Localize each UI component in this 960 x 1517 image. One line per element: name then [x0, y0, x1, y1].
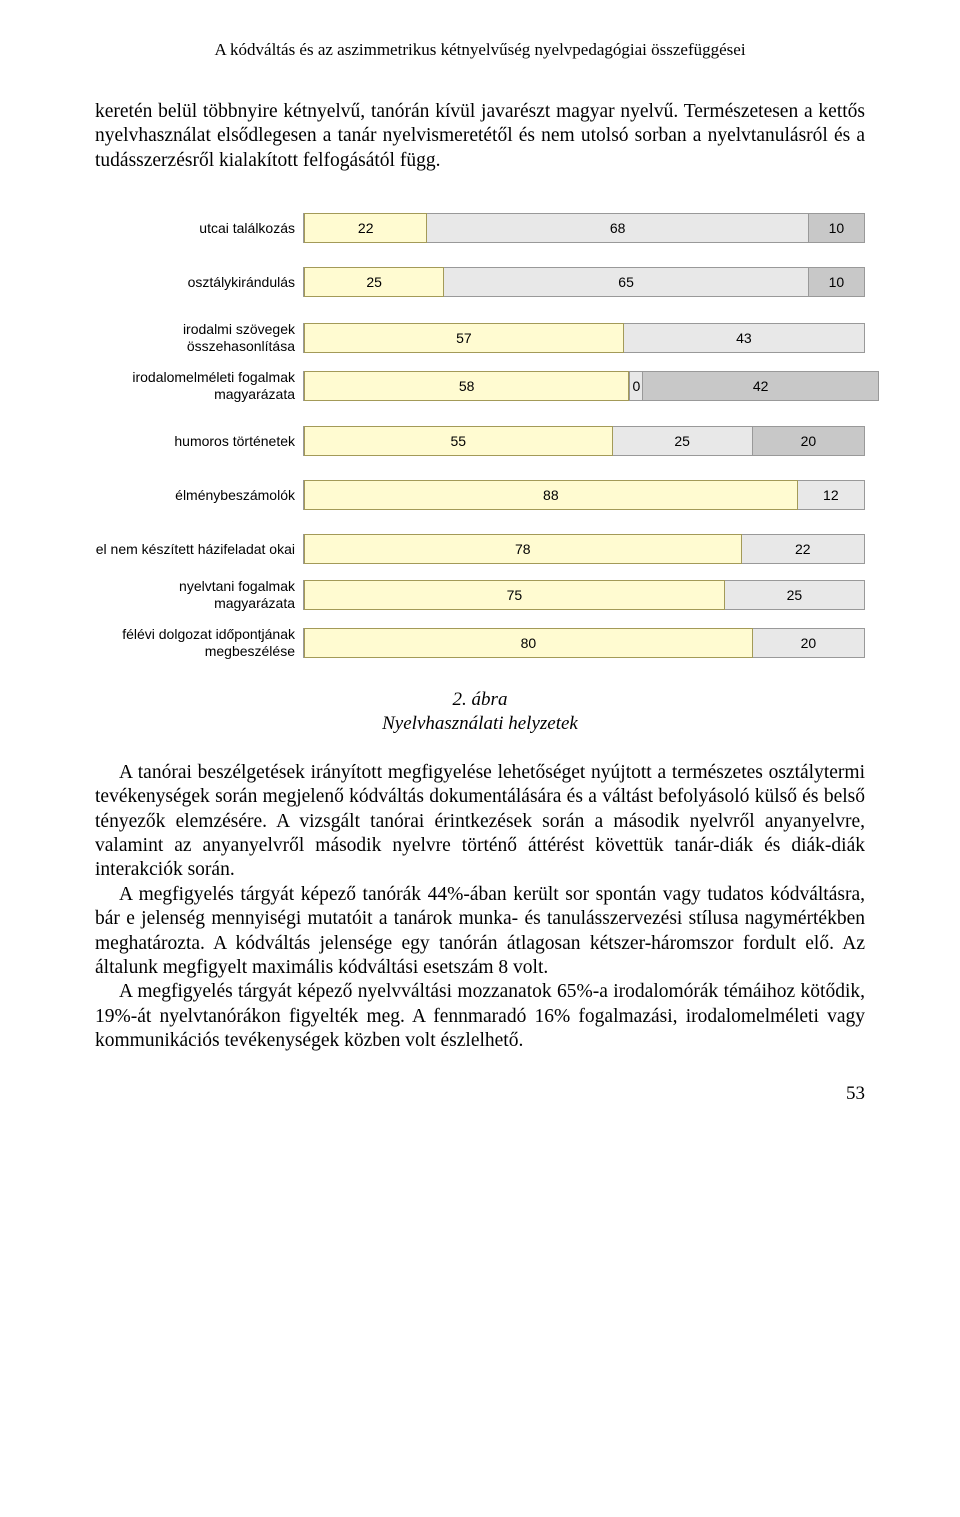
chart-bar-segment: 25 [304, 267, 444, 297]
chart-bar-segment: 88 [304, 480, 798, 510]
chart-bar-segment: 68 [427, 213, 808, 243]
chart-row-gap [95, 470, 865, 480]
chart-bar-segment: 10 [809, 267, 865, 297]
chart-bar: 552520 [303, 426, 865, 456]
chart-bar-segment: 65 [444, 267, 809, 297]
figure-number: 2. ábra [453, 689, 508, 710]
chart-row-label: élménybeszámolók [95, 487, 303, 504]
chart-bar-segment: 25 [613, 426, 753, 456]
chart-bar-segment: 20 [753, 426, 865, 456]
lead-paragraph-block: keretén belül többnyire kétnyelvű, tanór… [95, 100, 865, 173]
chart-bar-segment: 10 [809, 213, 865, 243]
chart-bar-segment: 43 [624, 323, 865, 353]
chart-row: félévi dolgozat időpontjának megbeszélés… [95, 626, 865, 660]
chart-bar: 256510 [303, 267, 865, 297]
chart-bar: 8020 [303, 628, 865, 658]
chart-bar-segment: 58 [304, 371, 629, 401]
paragraph: A megfigyelés tárgyát képező tanórák 44%… [95, 883, 865, 981]
chart-bar-segment: 55 [304, 426, 613, 456]
chart-row-label: irodalmi szövegek összehasonlítása [95, 321, 303, 355]
paragraph: A tanórai beszélgetések irányított megfi… [95, 761, 865, 883]
page: A kódváltás és az aszimmetrikus kétnyelv… [0, 0, 960, 1145]
chart-row: nyelvtani fogalmak magyarázata7525 [95, 578, 865, 612]
chart-bar: 8812 [303, 480, 865, 510]
figure-caption: 2. ábra Nyelvhasználati helyzetek [95, 688, 865, 737]
chart-row: utcai találkozás226810 [95, 213, 865, 243]
chart-row-label: félévi dolgozat időpontjának megbeszélés… [95, 626, 303, 660]
chart-row: irodalmi szövegek összehasonlítása5743 [95, 321, 865, 355]
chart-bar-segment: 25 [725, 580, 865, 610]
chart-bar: 7822 [303, 534, 865, 564]
chart-bar: 226810 [303, 213, 865, 243]
chart-bar-segment: 20 [753, 628, 865, 658]
chart-row-gap [95, 524, 865, 534]
chart-row-gap [95, 416, 865, 426]
chart-row-label: humoros történetek [95, 433, 303, 450]
chart-bar-segment: 12 [798, 480, 865, 510]
chart-bar-segment: 22 [304, 213, 427, 243]
chart-bar-segment: 0 [629, 371, 643, 401]
paragraph: keretén belül többnyire kétnyelvű, tanór… [95, 100, 865, 173]
running-header: A kódváltás és az aszimmetrikus kétnyelv… [95, 40, 865, 60]
chart-bar-segment: 22 [742, 534, 865, 564]
chart-row-label: el nem készített házifeladat okai [95, 541, 303, 558]
chart-row: humoros történetek552520 [95, 426, 865, 456]
body-text-block: A tanórai beszélgetések irányított megfi… [95, 761, 865, 1054]
chart-bar-segment: 42 [643, 371, 879, 401]
chart-row: osztálykirándulás256510 [95, 267, 865, 297]
chart-bar-segment: 80 [304, 628, 753, 658]
chart-row: irodalomelméleti fogalmak magyarázata580… [95, 369, 865, 403]
chart-row: el nem készített házifeladat okai7822 [95, 534, 865, 564]
chart-row-gap [95, 257, 865, 267]
chart-bar-segment: 57 [304, 323, 624, 353]
chart-bar: 58042 [303, 371, 865, 401]
chart-row-label: nyelvtani fogalmak magyarázata [95, 578, 303, 612]
paragraph: A megfigyelés tárgyát képező nyelvváltás… [95, 980, 865, 1053]
chart-row-gap [95, 311, 865, 321]
chart-row-label: osztálykirándulás [95, 274, 303, 291]
page-number: 53 [95, 1083, 865, 1105]
chart-row: élménybeszámolók8812 [95, 480, 865, 510]
chart-bar-segment: 78 [304, 534, 742, 564]
chart-row-label: utcai találkozás [95, 220, 303, 237]
chart-bar-segment: 75 [304, 580, 725, 610]
stacked-bar-chart: utcai találkozás226810osztálykirándulás2… [95, 213, 865, 659]
figure-title: Nyelvhasználati helyzetek [382, 713, 578, 734]
chart-row-label: irodalomelméleti fogalmak magyarázata [95, 369, 303, 403]
chart-bar: 7525 [303, 580, 865, 610]
chart-bar: 5743 [303, 323, 865, 353]
